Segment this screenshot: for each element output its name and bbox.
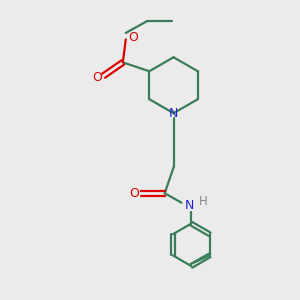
- Text: N: N: [185, 199, 194, 212]
- Text: O: O: [92, 70, 102, 84]
- Text: H: H: [199, 195, 207, 208]
- Text: O: O: [129, 187, 139, 200]
- Text: N: N: [169, 107, 178, 120]
- Text: O: O: [128, 32, 138, 44]
